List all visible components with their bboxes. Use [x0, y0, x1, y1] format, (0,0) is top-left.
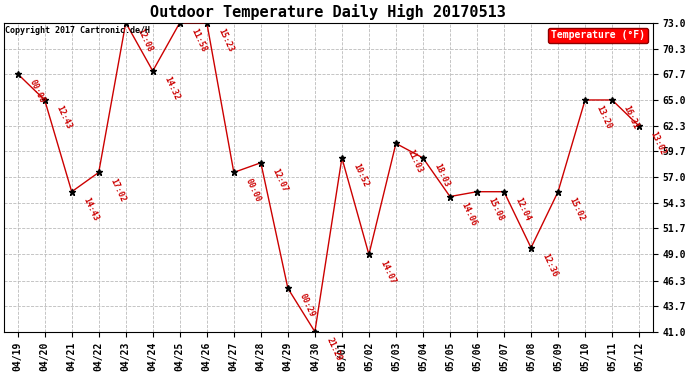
Title: Outdoor Temperature Daily High 20170513: Outdoor Temperature Daily High 20170513: [150, 4, 506, 20]
Text: 12:36: 12:36: [541, 252, 560, 278]
Text: 14:06: 14:06: [460, 201, 478, 227]
Text: 13:02: 13:02: [649, 130, 667, 157]
Legend: Temperature (°F): Temperature (°F): [548, 28, 648, 44]
Text: 11:03: 11:03: [406, 148, 424, 174]
Text: 21:29: 21:29: [324, 336, 344, 362]
Text: 16:31: 16:31: [622, 104, 640, 130]
Text: 13:20: 13:20: [595, 104, 613, 130]
Text: 00:29: 00:29: [297, 292, 316, 319]
Text: 12:04: 12:04: [514, 196, 533, 222]
Text: 00:00: 00:00: [28, 78, 46, 105]
Text: 15:08: 15:08: [486, 196, 506, 222]
Text: 14:07: 14:07: [379, 259, 397, 285]
Text: 12:07: 12:07: [270, 167, 289, 194]
Text: 12:08: 12:08: [135, 27, 154, 53]
Text: 10:52: 10:52: [352, 162, 371, 189]
Text: Copyright 2017 Cartronic.de/H: Copyright 2017 Cartronic.de/H: [6, 26, 150, 35]
Text: 14:32: 14:32: [162, 75, 181, 102]
Text: 17:02: 17:02: [108, 177, 127, 203]
Text: 14:43: 14:43: [81, 196, 100, 222]
Text: 00:00: 00:00: [244, 177, 262, 203]
Text: 12:43: 12:43: [55, 104, 73, 130]
Text: 18:03: 18:03: [433, 162, 451, 189]
Text: 15:23: 15:23: [217, 27, 235, 53]
Text: 15:02: 15:02: [568, 196, 586, 222]
Text: 11:58: 11:58: [190, 27, 208, 53]
